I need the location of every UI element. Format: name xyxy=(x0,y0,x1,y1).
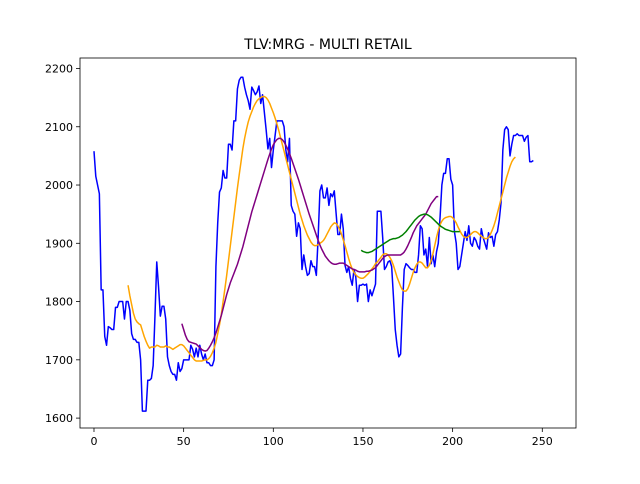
series-line-3 xyxy=(181,137,439,352)
y-tick-label: 1600 xyxy=(45,412,73,425)
x-axis: 0 50 100 150 200 250 xyxy=(90,428,553,448)
y-axis: 1600 1700 1800 1900 2000 2100 2200 xyxy=(45,62,80,425)
y-tick-label: 2200 xyxy=(45,62,73,75)
x-tick-label: 0 xyxy=(90,435,97,448)
series-layer xyxy=(93,76,534,412)
series-line-1 xyxy=(93,76,534,412)
chart-title: TLV:MRG - MULTI RETAIL xyxy=(243,37,412,53)
x-tick-label: 50 xyxy=(177,435,191,448)
x-tick-label: 100 xyxy=(263,435,284,448)
series-line-4 xyxy=(360,213,460,254)
y-tick-label: 2100 xyxy=(45,121,73,134)
y-tick-label: 1800 xyxy=(45,296,73,309)
y-tick-label: 1700 xyxy=(45,354,73,367)
series-line-2 xyxy=(127,95,516,362)
x-tick-label: 200 xyxy=(442,435,463,448)
y-tick-label: 2000 xyxy=(45,179,73,192)
x-tick-label: 250 xyxy=(532,435,553,448)
y-tick-label: 1900 xyxy=(45,237,73,250)
x-tick-label: 150 xyxy=(352,435,373,448)
